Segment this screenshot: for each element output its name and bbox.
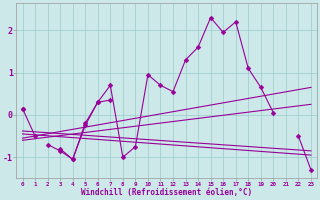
X-axis label: Windchill (Refroidissement éolien,°C): Windchill (Refroidissement éolien,°C) bbox=[81, 188, 252, 197]
